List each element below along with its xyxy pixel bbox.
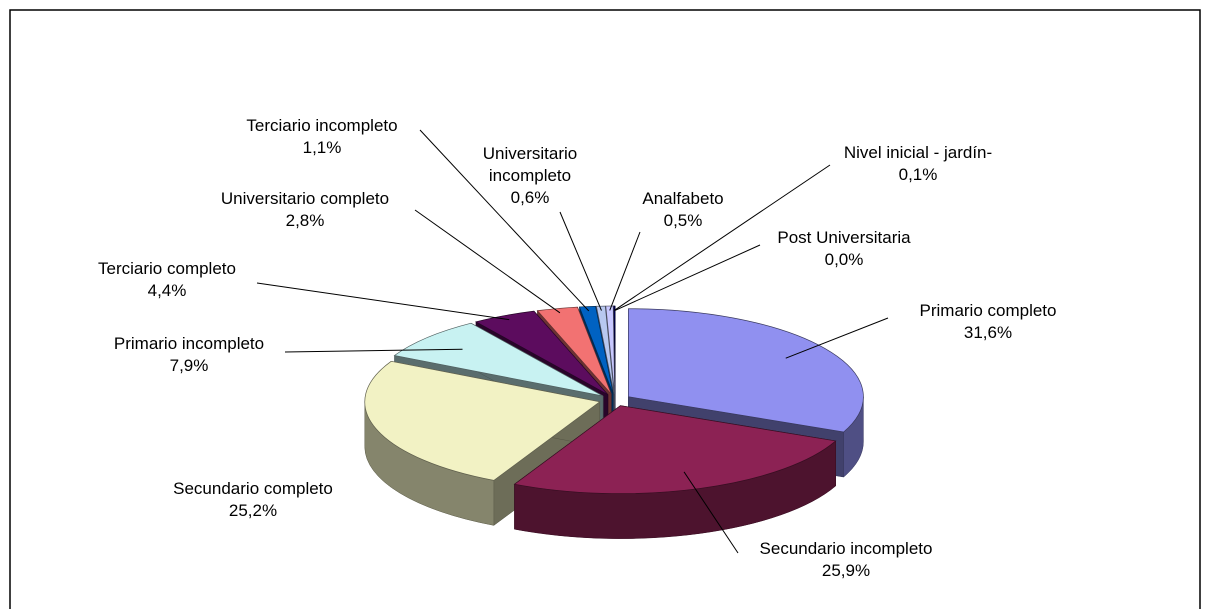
label-name: Primario incompleto <box>113 334 265 353</box>
frame <box>9 9 1201 609</box>
label-value: 0,0% <box>824 250 864 269</box>
slice-top <box>605 305 615 395</box>
leader-line <box>785 317 889 359</box>
label-name: Universitario completo <box>220 189 390 208</box>
label-name: Nivel inicial - jardín- <box>843 143 993 162</box>
label-value: 7,9% <box>169 356 209 375</box>
label-name: Terciario incompleto <box>246 116 398 135</box>
label-value: 1,1% <box>302 138 342 157</box>
slice-label: Universitario incompleto 0,6% <box>465 143 595 209</box>
label-value: 0,5% <box>663 211 703 230</box>
label-name: Secundario incompleto <box>759 539 933 558</box>
leader-line <box>559 211 602 311</box>
slice-label: Primario completo 31,6% <box>920 300 1057 344</box>
label-value: 25,9% <box>821 561 871 580</box>
label-name: Secundario completo <box>173 479 333 498</box>
slice-top <box>578 305 614 395</box>
leader-line <box>414 209 561 314</box>
label-value: 4,4% <box>147 281 187 300</box>
leader-line <box>284 348 463 353</box>
label-name: Analfabeto <box>642 189 724 208</box>
leader-line <box>683 471 739 554</box>
leader-line <box>609 231 641 311</box>
label-value: 31,6% <box>963 323 1013 342</box>
slice-label: Post Universitaria 0,0% <box>777 227 910 271</box>
slice-top <box>364 360 601 481</box>
slice-label: Nivel inicial - jardín- 0,1% <box>844 142 992 186</box>
label-name: Post Universitaria <box>777 228 911 247</box>
slice-top <box>536 306 612 395</box>
label-value: 0,1% <box>898 165 938 184</box>
leader-line <box>256 282 510 321</box>
slice-label: Primario incompleto 7,9% <box>114 333 264 377</box>
leader-line <box>613 164 831 311</box>
slice-top <box>513 405 837 494</box>
label-value: 25,2% <box>228 501 278 520</box>
leader-line <box>614 244 761 311</box>
slice-top <box>475 310 609 395</box>
slice-label: Terciario incompleto 1,1% <box>246 115 397 159</box>
slice-label: Terciario completo 4,4% <box>98 258 236 302</box>
slice-label: Universitario completo 2,8% <box>221 188 389 232</box>
label-name: Universitario incompleto <box>482 144 578 185</box>
slice-label: Secundario completo 25,2% <box>173 478 333 522</box>
slice <box>513 405 837 539</box>
leader-line <box>419 129 590 312</box>
slice-top <box>628 308 864 433</box>
label-name: Terciario completo <box>98 259 236 278</box>
slice-top <box>393 322 604 397</box>
slice-top <box>595 305 615 395</box>
label-value: 2,8% <box>285 211 325 230</box>
label-name: Primario completo <box>919 301 1057 320</box>
slice-label: Secundario incompleto 25,9% <box>760 538 933 582</box>
slice-label: Analfabeto 0,5% <box>642 188 723 232</box>
label-value: 0,6% <box>510 188 550 207</box>
